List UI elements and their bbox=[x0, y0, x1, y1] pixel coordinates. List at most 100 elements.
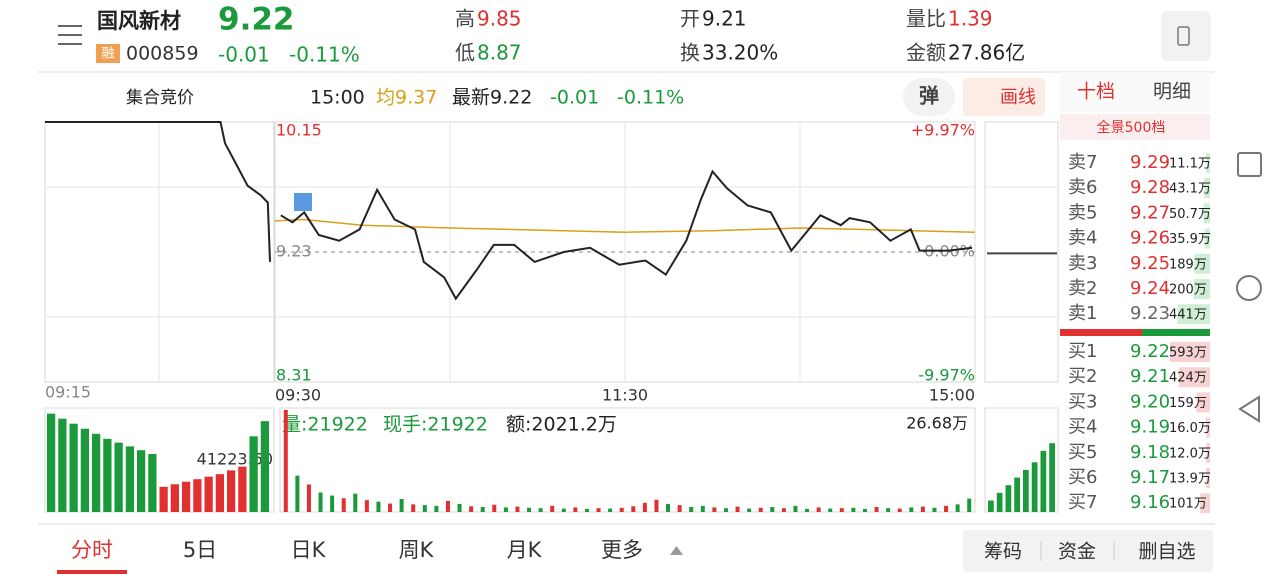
book-label: 买3 bbox=[1068, 391, 1097, 412]
volume-bar bbox=[735, 506, 740, 512]
book-price: 9.19 bbox=[1130, 417, 1170, 438]
after-volume-bar bbox=[1014, 477, 1020, 512]
price-line bbox=[45, 121, 271, 262]
draw-button[interactable] bbox=[963, 78, 1045, 116]
book-volume: 593万 bbox=[1169, 346, 1207, 361]
volume-bar bbox=[573, 507, 578, 512]
y-tick-label: 10.15 bbox=[276, 121, 322, 140]
volume-bar bbox=[828, 508, 833, 512]
volume-bar bbox=[376, 501, 381, 512]
bottom-tab[interactable]: 更多 bbox=[601, 538, 643, 562]
price-line bbox=[280, 169, 973, 301]
pop-button[interactable] bbox=[903, 78, 955, 116]
time: 15:00 bbox=[310, 87, 365, 109]
book-volume: 43.1万 bbox=[1169, 182, 1211, 197]
book-label: 买7 bbox=[1068, 492, 1097, 513]
book-label: 卖2 bbox=[1068, 278, 1097, 299]
after-volume-bar bbox=[1031, 462, 1038, 512]
phone-icon bbox=[1177, 26, 1190, 46]
stat-value: 27.86亿 bbox=[948, 41, 1025, 65]
volume-bar bbox=[666, 503, 671, 512]
y-tick-label: 9.23 bbox=[276, 242, 312, 261]
action-button[interactable]: 资金 bbox=[1058, 541, 1096, 563]
volume-bar bbox=[295, 475, 300, 512]
book-label: 买2 bbox=[1068, 366, 1097, 387]
after-volume-bar bbox=[1005, 485, 1012, 512]
book-price: 9.20 bbox=[1130, 391, 1170, 412]
nav-back[interactable] bbox=[1238, 395, 1260, 423]
book-volume: 101万 bbox=[1169, 497, 1207, 512]
book-volume-bar bbox=[1177, 304, 1210, 325]
book-volume: 13.9万 bbox=[1169, 472, 1211, 487]
book-volume: 424万 bbox=[1169, 371, 1207, 386]
volume-bar bbox=[770, 507, 775, 512]
bottom-tab[interactable]: 分时 bbox=[71, 538, 113, 562]
vol-quantity: 量:21922 bbox=[282, 414, 368, 436]
book-price: 9.28 bbox=[1130, 177, 1170, 198]
book-price: 9.29 bbox=[1130, 152, 1170, 173]
phone-button[interactable] bbox=[1161, 11, 1211, 61]
menu-icon[interactable] bbox=[58, 25, 82, 45]
volume-bar bbox=[561, 508, 566, 512]
y-tick-label: 8.31 bbox=[276, 366, 312, 385]
after-volume-bar bbox=[996, 492, 1003, 512]
latest: 最新9.22 bbox=[452, 87, 532, 109]
volume-bar bbox=[422, 505, 427, 512]
volume-bar bbox=[642, 502, 647, 512]
bottom-tab[interactable]: 周K bbox=[399, 538, 435, 562]
book-volume: 11.1万 bbox=[1169, 157, 1211, 172]
auction-volume-bar bbox=[159, 486, 168, 512]
tab-underline bbox=[57, 570, 127, 574]
volume-bar bbox=[306, 484, 311, 512]
book-label: 卖3 bbox=[1068, 253, 1097, 274]
book-volume-bar bbox=[1205, 417, 1210, 438]
stat-value: 33.20% bbox=[702, 41, 778, 65]
volume-bar bbox=[469, 506, 474, 512]
book-volume-bar bbox=[1194, 253, 1210, 274]
nav-recent[interactable] bbox=[1237, 152, 1262, 177]
after-vol-frame bbox=[984, 407, 1059, 513]
auction-label: 集合竞价 bbox=[126, 88, 194, 108]
volume-bar bbox=[932, 507, 937, 512]
volume-bar bbox=[492, 504, 497, 512]
time-label: 15:00 bbox=[929, 386, 975, 405]
vol-max: 26.68万 bbox=[906, 414, 968, 433]
badge-bg bbox=[96, 44, 120, 63]
auction-volume-bar bbox=[148, 453, 157, 512]
volume-bar bbox=[608, 508, 613, 512]
volume-bar bbox=[851, 507, 856, 512]
book-tabs bbox=[1060, 72, 1210, 112]
auction-volume-bar bbox=[125, 446, 134, 512]
after-volume-bar bbox=[988, 500, 994, 512]
action-button[interactable]: 筹码 bbox=[984, 541, 1022, 563]
auction-volume-bar bbox=[103, 438, 112, 512]
bottom-tab[interactable]: 日K bbox=[291, 538, 327, 562]
volume-bar bbox=[596, 508, 601, 512]
bottom-tab[interactable]: 5日 bbox=[183, 538, 217, 562]
volume-bar bbox=[364, 500, 369, 512]
time-label: 09:15 bbox=[45, 383, 91, 402]
book-volume: 189万 bbox=[1169, 257, 1207, 272]
book-volume: 50.7万 bbox=[1169, 207, 1211, 222]
book-volume: 159万 bbox=[1169, 396, 1207, 411]
stat-label: 低 bbox=[455, 41, 475, 65]
depth-label[interactable]: 全景500档 bbox=[1097, 119, 1166, 136]
stat-label: 量比 bbox=[906, 7, 946, 31]
nav-home[interactable] bbox=[1236, 275, 1262, 301]
auction-volume-bar bbox=[215, 474, 224, 512]
book-tab[interactable]: 明细 bbox=[1153, 81, 1191, 103]
auction-volume-bar bbox=[204, 476, 213, 512]
book-volume-bar bbox=[1196, 392, 1210, 413]
action-button[interactable]: 删自选 bbox=[1138, 541, 1195, 563]
volume-bar bbox=[747, 508, 752, 512]
volume-bar bbox=[515, 506, 520, 512]
book-price: 9.24 bbox=[1130, 278, 1170, 299]
bottom-tab[interactable]: 月K bbox=[507, 538, 543, 562]
volume-bar bbox=[862, 508, 867, 512]
time-label: 09:30 bbox=[275, 386, 321, 405]
volume-bar bbox=[712, 507, 717, 512]
book-volume-bar bbox=[1206, 468, 1210, 488]
book-volume-bar bbox=[1203, 203, 1210, 224]
book-tab[interactable]: 十档 bbox=[1077, 81, 1115, 103]
stock-code: 000859 bbox=[126, 43, 199, 65]
